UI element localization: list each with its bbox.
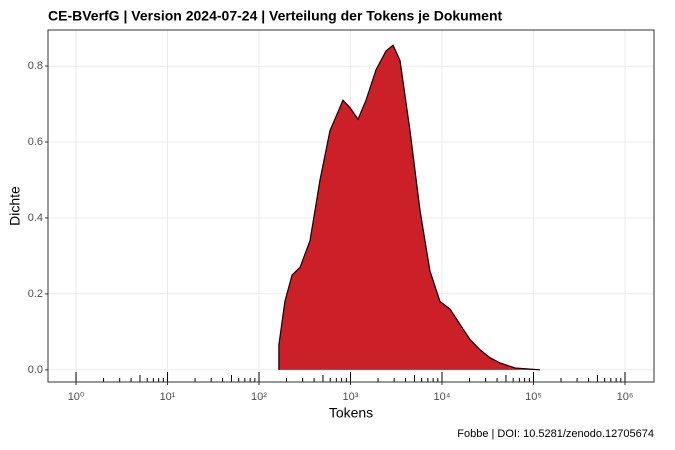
y-tick-label: 0.6 bbox=[28, 136, 43, 148]
y-tick-label: 0.4 bbox=[28, 212, 43, 224]
y-tick-label: 0.2 bbox=[28, 288, 43, 300]
y-tick-label: 0.0 bbox=[28, 364, 43, 376]
caption: Fobbe | DOI: 10.5281/zenodo.12705674 bbox=[457, 428, 654, 440]
x-tick-label: 10² bbox=[251, 391, 267, 403]
chart-title: CE-BVerfG | Version 2024-07-24 | Verteil… bbox=[48, 8, 503, 24]
x-axis-label: Tokens bbox=[329, 405, 373, 421]
x-tick-label: 10⁰ bbox=[68, 391, 85, 403]
y-axis-label: Dichte bbox=[7, 186, 23, 226]
x-tick-label: 10¹ bbox=[160, 391, 176, 403]
x-tick-label: 10⁵ bbox=[525, 391, 542, 403]
x-tick-label: 10³ bbox=[343, 391, 359, 403]
x-tick-label: 10⁶ bbox=[617, 391, 634, 403]
plot-border bbox=[47, 29, 655, 383]
y-tick-label: 0.8 bbox=[28, 60, 43, 72]
density-area bbox=[278, 45, 541, 370]
x-tick-label: 10⁴ bbox=[434, 391, 451, 403]
density-line bbox=[278, 44, 541, 371]
